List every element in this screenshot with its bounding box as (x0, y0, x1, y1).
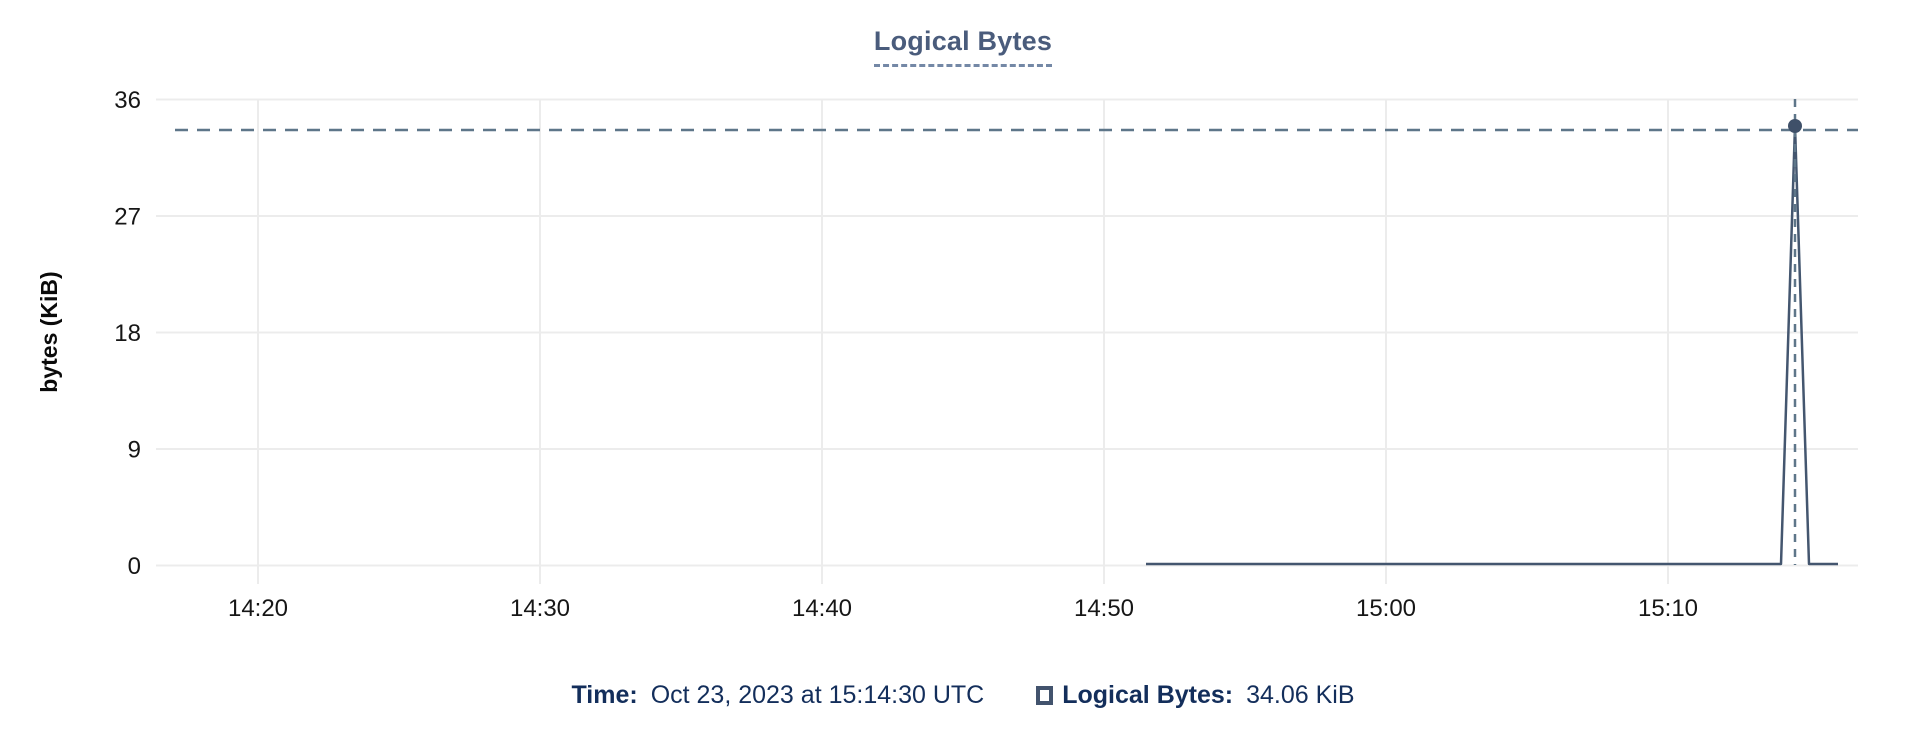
tooltip-time-label: Time: (571, 681, 638, 709)
y-tick-label: 36 (114, 87, 141, 114)
y-tick-label: 9 (128, 437, 141, 464)
x-tick-label: 14:50 (1074, 595, 1134, 622)
y-tick-label: 27 (114, 204, 141, 231)
chart-title[interactable]: Logical Bytes (873, 26, 1053, 67)
series-line-logical-bytes (1146, 124, 1838, 566)
x-tick-label: 14:20 (228, 595, 288, 622)
legend-item-logical-bytes[interactable]: Logical Bytes: 34.06 KiB (1036, 681, 1355, 710)
tooltip-time-value: Oct 23, 2023 at 15:14:30 UTC (650, 681, 985, 709)
x-tick-label: 15:10 (1638, 595, 1698, 622)
tooltip-series-value: 34.06 KiB (1246, 681, 1355, 709)
vertical-gridlines (257, 99, 1669, 584)
series-swatch-icon (1036, 686, 1054, 705)
chart-plot-area[interactable]: 36 27 18 9 0 14:20 14:30 14:40 14:50 15:… (0, 0, 1926, 640)
chart-header: Logical Bytes (0, 26, 1926, 67)
tooltip-bar: Time: Oct 23, 2023 at 15:14:30 UTC Logic… (0, 681, 1926, 710)
y-axis-title: bytes (KiB) (36, 271, 62, 392)
y-axis-tick-labels: 36 27 18 9 0 (114, 87, 141, 580)
horizontal-gridlines (156, 98, 1858, 567)
data-point-dot[interactable] (1788, 119, 1802, 133)
x-axis-tick-labels: 14:20 14:30 14:40 14:50 15:00 15:10 (228, 595, 1698, 622)
tooltip-series-label: Logical Bytes: (1062, 681, 1234, 709)
y-tick-label: 0 (128, 553, 141, 580)
x-tick-label: 14:30 (510, 595, 570, 622)
y-tick-label: 18 (114, 320, 141, 347)
x-tick-label: 14:40 (792, 595, 852, 622)
x-tick-label: 15:00 (1356, 595, 1416, 622)
